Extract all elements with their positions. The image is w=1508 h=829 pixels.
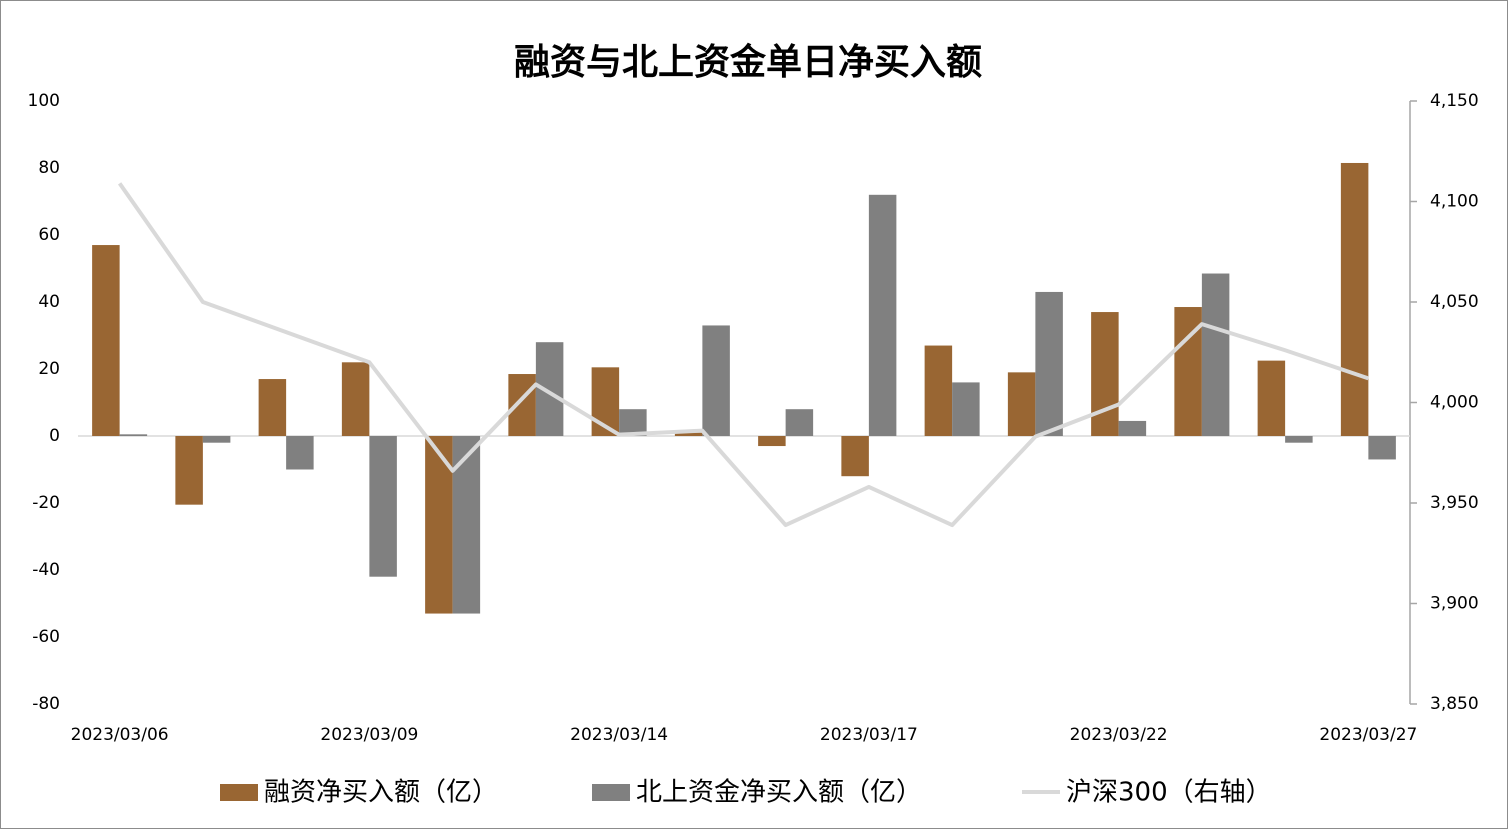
y-tick-label: -60: [32, 627, 60, 647]
line: [117, 182, 1370, 528]
y2-tick-label: 4,050: [1430, 292, 1479, 312]
y-tick-label: -80: [32, 694, 60, 714]
legend-swatch: [220, 784, 258, 801]
bar: [1091, 312, 1119, 436]
bar: [1257, 360, 1286, 436]
bar: [674, 432, 703, 436]
y2-tick-label: 3,900: [1430, 594, 1479, 614]
bar: [785, 409, 814, 436]
x-tick-label: 2023/03/27: [1319, 725, 1417, 745]
bar: [924, 345, 953, 436]
y-tick-label: 40: [38, 292, 60, 312]
y2-tick-label: 4,000: [1430, 393, 1479, 413]
y-tick-label: 60: [38, 225, 60, 245]
y-tick-label: -20: [32, 493, 60, 513]
bar: [286, 436, 314, 470]
bar: [1201, 273, 1230, 436]
bar: [702, 325, 730, 436]
x-tick-label: 2023/03/17: [820, 725, 918, 745]
legend-label: 沪深300（右轴）: [1066, 778, 1272, 808]
bar: [369, 436, 397, 577]
y-tick-label: 20: [38, 359, 60, 379]
bar: [508, 374, 536, 436]
y2-tick-label: 3,950: [1430, 493, 1479, 513]
bar: [952, 382, 980, 436]
bar: [1285, 436, 1313, 443]
bar: [258, 379, 287, 436]
y2-tick-label: 3,850: [1430, 694, 1479, 714]
bar: [841, 436, 869, 477]
bar: [175, 436, 203, 505]
bar: [1035, 291, 1063, 436]
x-tick-label: 2023/03/06: [71, 725, 169, 745]
x-tick-label: 2023/03/14: [570, 725, 668, 745]
x-tick-label: 2023/03/09: [320, 725, 418, 745]
bar: [868, 194, 897, 436]
bar: [1368, 436, 1396, 460]
bar: [341, 362, 370, 436]
bar: [1340, 162, 1369, 436]
bar: [619, 409, 647, 436]
legend-label: 融资净买入额（亿）: [264, 778, 498, 808]
y-tick-label: 100: [28, 91, 60, 111]
y-tick-label: 0: [49, 426, 60, 446]
y-tick-label: -40: [32, 560, 60, 580]
bar: [1007, 372, 1036, 436]
chart-title: 融资与北上资金单日净买入额: [514, 41, 982, 83]
legend-label: 北上资金净买入额（亿）: [636, 778, 922, 808]
bar: [452, 436, 481, 614]
bar: [92, 245, 120, 436]
x-tick-label: 2023/03/22: [1070, 725, 1168, 745]
bar: [758, 436, 786, 447]
y2-tick-label: 4,100: [1430, 192, 1479, 212]
bar: [202, 436, 231, 443]
y-tick-label: 80: [38, 158, 60, 178]
legend-swatch: [592, 784, 630, 801]
bar: [1118, 420, 1147, 436]
bar: [119, 434, 148, 436]
y2-tick-label: 4,150: [1430, 91, 1479, 111]
